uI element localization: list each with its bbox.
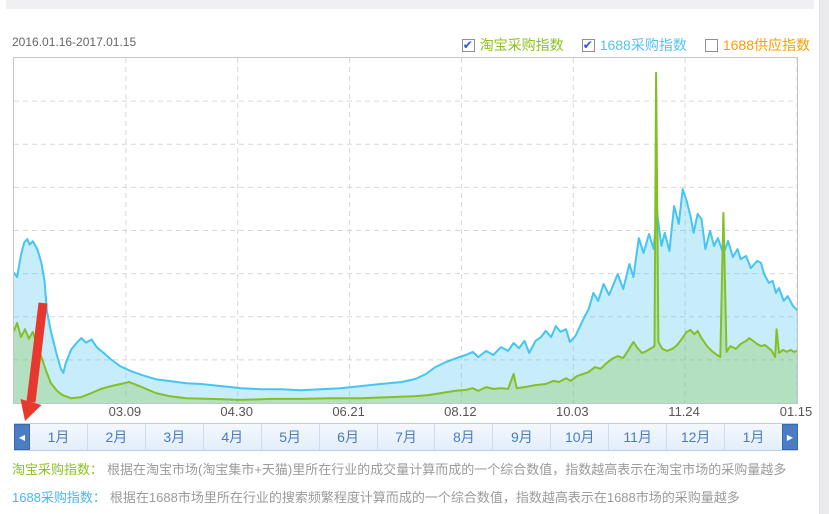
description-label: 1688采购指数：	[12, 490, 106, 505]
month-cell-12[interactable]: 12月	[667, 424, 726, 450]
right-arrow-icon: ▶	[786, 432, 794, 442]
vertical-scrollbar[interactable]	[819, 0, 829, 514]
x-axis-tick-label: 11.24	[668, 404, 700, 419]
x-axis-tick-label: 04.30	[220, 404, 253, 419]
description-label: 淘宝采购指数：	[12, 462, 104, 477]
x-axis-tick-label: 06.21	[332, 404, 365, 419]
legend-item-1[interactable]: ✔ 淘宝采购指数	[461, 37, 564, 53]
month-cell-13[interactable]: 1月	[725, 424, 782, 450]
cropped-header-strip	[6, 0, 814, 9]
x-axis-tick-label: 08.12	[444, 404, 477, 419]
legend-label[interactable]: 1688供应指数	[722, 37, 810, 53]
x-axis-tick-label: 10.03	[556, 404, 589, 419]
1688-purchase-index-line	[14, 71, 797, 401]
check-icon: ✔	[582, 37, 593, 52]
taobao-purchase-index-line	[14, 188, 797, 392]
month-cell-6[interactable]: 6月	[319, 424, 378, 450]
check-icon: ✔	[462, 37, 473, 52]
legend-item-3[interactable]: 1688供应指数	[704, 37, 810, 53]
unchecked-checkbox-icon[interactable]	[704, 38, 718, 52]
left-arrow-icon: ◀	[18, 432, 26, 442]
x-axis-tick-label: 03.09	[108, 404, 142, 419]
month-cell-8[interactable]: 8月	[435, 424, 494, 450]
month-cell-10[interactable]: 10月	[551, 424, 610, 450]
month-cell-7[interactable]: 7月	[377, 424, 436, 450]
pager-right-arrow-button[interactable]: ▶	[782, 424, 798, 450]
month-cell-3[interactable]: 3月	[145, 424, 204, 450]
chart-plot-area[interactable]	[13, 57, 798, 404]
legend-label[interactable]: 1688采购指数	[599, 37, 687, 53]
checked-checkbox-icon[interactable]: ✔	[461, 37, 475, 52]
month-cell-4[interactable]: 4月	[203, 424, 262, 450]
month-cell-11[interactable]: 11月	[609, 424, 668, 450]
month-cells: 1月 2月 3月 4月 5月 6月 7月 8月 9月 10月 11月 12月 1月	[30, 424, 782, 450]
description-text: 根据在淘宝市场(淘宝集市+天猫)里所在行业的成交量计算而成的一个综合数值，指数越…	[107, 462, 787, 477]
index-description-1: 淘宝采购指数： 根据在淘宝市场(淘宝集市+天猫)里所在行业的成交量计算而成的一个综…	[12, 459, 786, 478]
month-cell-1[interactable]: 1月	[30, 424, 88, 450]
index-description-2: 1688采购指数： 根据在1688市场里所在行业的搜索频繁程度计算而成的一个综合数…	[12, 487, 740, 506]
checked-checkbox-icon[interactable]: ✔	[581, 37, 595, 52]
date-range-label: 2016.01.16-2017.01.15	[12, 35, 137, 49]
1688-purchase-index-area	[14, 72, 797, 403]
pager-left-arrow-button[interactable]: ◀	[14, 424, 30, 450]
month-cell-5[interactable]: 5月	[261, 424, 320, 450]
legend-item-2[interactable]: ✔ 1688采购指数	[581, 37, 687, 53]
description-text: 根据在1688市场里所在行业的搜索频繁程度计算而成的一个综合数值，指数越高表示在…	[109, 490, 740, 505]
month-cell-2[interactable]: 2月	[87, 424, 146, 450]
legend-label[interactable]: 淘宝采购指数	[479, 37, 564, 53]
month-cell-9[interactable]: 9月	[493, 424, 552, 450]
chart-legend: ✔ 淘宝采购指数 ✔ 1688采购指数 1688供应指数	[461, 37, 810, 53]
month-pager: ◀ 1月 2月 3月 4月 5月 6月 7月 8月 9月 10月 11月 12月 1月 ▶	[14, 423, 798, 451]
taobao-purchase-index-area	[14, 189, 797, 403]
x-axis-tick-label: 01.15	[779, 404, 813, 419]
